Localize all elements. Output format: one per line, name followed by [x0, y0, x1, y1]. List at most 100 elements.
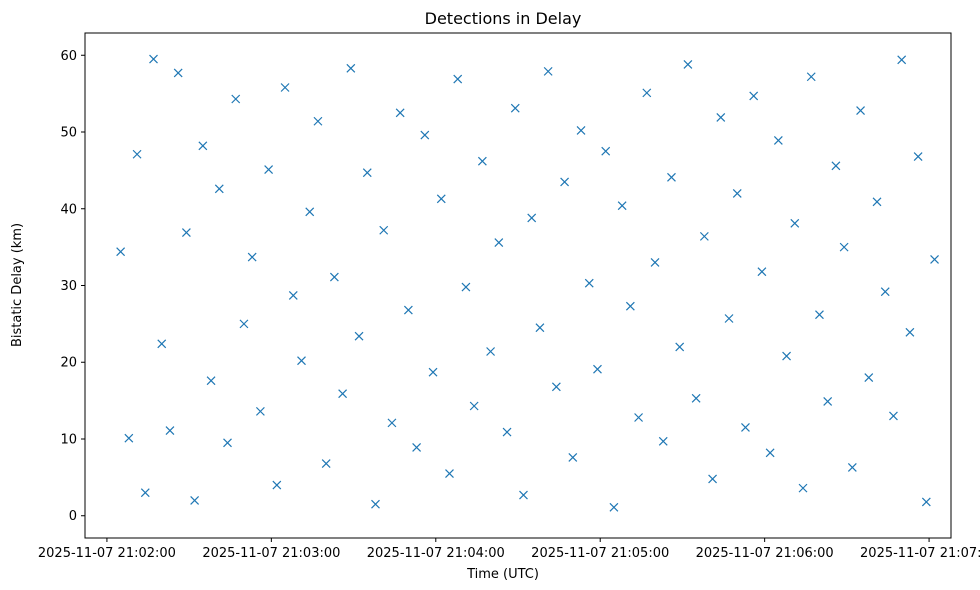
x-tick-label: 2025-11-07 21:06:00: [696, 546, 834, 561]
data-point: [815, 310, 824, 320]
data-point: [288, 291, 298, 300]
data-point: [354, 331, 364, 341]
x-tick-label: 2025-11-07 21:02:00: [38, 546, 176, 561]
data-points: [116, 54, 939, 512]
data-point: [568, 452, 578, 462]
data-point: [461, 282, 471, 292]
data-point: [856, 106, 865, 115]
data-point: [601, 146, 611, 156]
data-point: [214, 184, 224, 194]
y-tick-label: 50: [60, 126, 77, 141]
data-point: [551, 382, 561, 392]
data-point: [329, 272, 339, 282]
data-point: [206, 376, 216, 386]
data-point: [403, 305, 413, 315]
data-point: [617, 201, 627, 211]
data-point: [535, 323, 545, 333]
data-point: [593, 364, 602, 374]
data-point: [880, 287, 890, 297]
data-point: [839, 242, 849, 252]
x-tick-label: 2025-11-07 21:05:00: [531, 546, 669, 561]
data-point: [255, 406, 265, 416]
data-point: [173, 68, 183, 78]
data-point: [445, 469, 454, 478]
y-tick-label: 10: [60, 432, 77, 447]
data-point: [560, 177, 570, 187]
data-point: [338, 389, 348, 399]
data-point: [420, 130, 430, 140]
data-point: [453, 74, 463, 84]
data-point: [510, 103, 520, 113]
data-point: [782, 351, 791, 361]
data-point: [691, 393, 701, 403]
data-point: [412, 443, 422, 452]
chart-title: Detections in Delay: [425, 9, 582, 28]
data-point: [584, 278, 594, 288]
data-point: [231, 94, 241, 104]
data-point: [921, 497, 931, 507]
y-tick-label: 20: [60, 356, 77, 371]
data-point: [847, 462, 857, 472]
data-point: [157, 339, 167, 349]
data-point: [749, 91, 759, 101]
data-point: [223, 438, 232, 448]
data-point: [658, 436, 668, 446]
data-point: [346, 63, 356, 73]
data-point: [387, 418, 397, 428]
data-point: [683, 60, 693, 69]
data-point: [527, 213, 537, 223]
data-point: [297, 356, 306, 366]
data-point: [149, 54, 158, 64]
data-point: [708, 474, 718, 484]
data-point: [140, 488, 150, 498]
data-point: [576, 126, 586, 135]
data-point: [313, 116, 323, 126]
data-point: [321, 459, 331, 468]
data-point: [305, 207, 315, 217]
data-point: [181, 228, 191, 237]
data-point: [543, 66, 553, 76]
x-tick-label: 2025-11-07 21:03:00: [202, 546, 340, 561]
data-point: [634, 413, 644, 422]
data-point: [198, 141, 208, 151]
data-point: [165, 426, 175, 435]
data-point: [239, 319, 249, 329]
data-point: [823, 396, 833, 406]
y-tick-label: 0: [69, 509, 77, 524]
data-point: [872, 197, 882, 207]
data-point: [732, 188, 742, 198]
data-point: [798, 483, 808, 493]
data-point: [625, 301, 635, 311]
data-point: [124, 433, 134, 443]
y-tick-label: 60: [60, 49, 77, 64]
data-point: [831, 161, 841, 171]
data-point: [379, 225, 389, 235]
x-tick-label: 2025-11-07 21:07:00: [860, 546, 980, 561]
data-point: [806, 72, 816, 82]
data-point: [264, 165, 274, 175]
data-point: [724, 314, 734, 323]
y-tick-label: 40: [60, 202, 77, 217]
data-point: [609, 502, 619, 512]
data-point: [362, 168, 372, 178]
data-point: [757, 267, 767, 277]
data-point: [905, 327, 915, 337]
data-point: [716, 112, 726, 122]
data-point: [247, 252, 257, 262]
data-point: [371, 499, 380, 509]
data-point: [190, 495, 200, 505]
data-point: [436, 194, 446, 204]
data-point: [642, 88, 652, 98]
data-point: [913, 152, 923, 161]
data-point: [741, 423, 750, 432]
x-tick-label: 2025-11-07 21:04:00: [367, 546, 505, 561]
data-point: [790, 218, 800, 228]
y-axis-label: Bistatic Delay (km): [10, 223, 25, 347]
data-point: [864, 373, 874, 383]
data-point: [765, 448, 775, 458]
x-axis-label: Time (UTC): [466, 567, 539, 582]
data-point: [132, 149, 142, 159]
data-point: [502, 427, 512, 437]
plot-background: [85, 33, 951, 538]
data-point: [116, 247, 126, 257]
